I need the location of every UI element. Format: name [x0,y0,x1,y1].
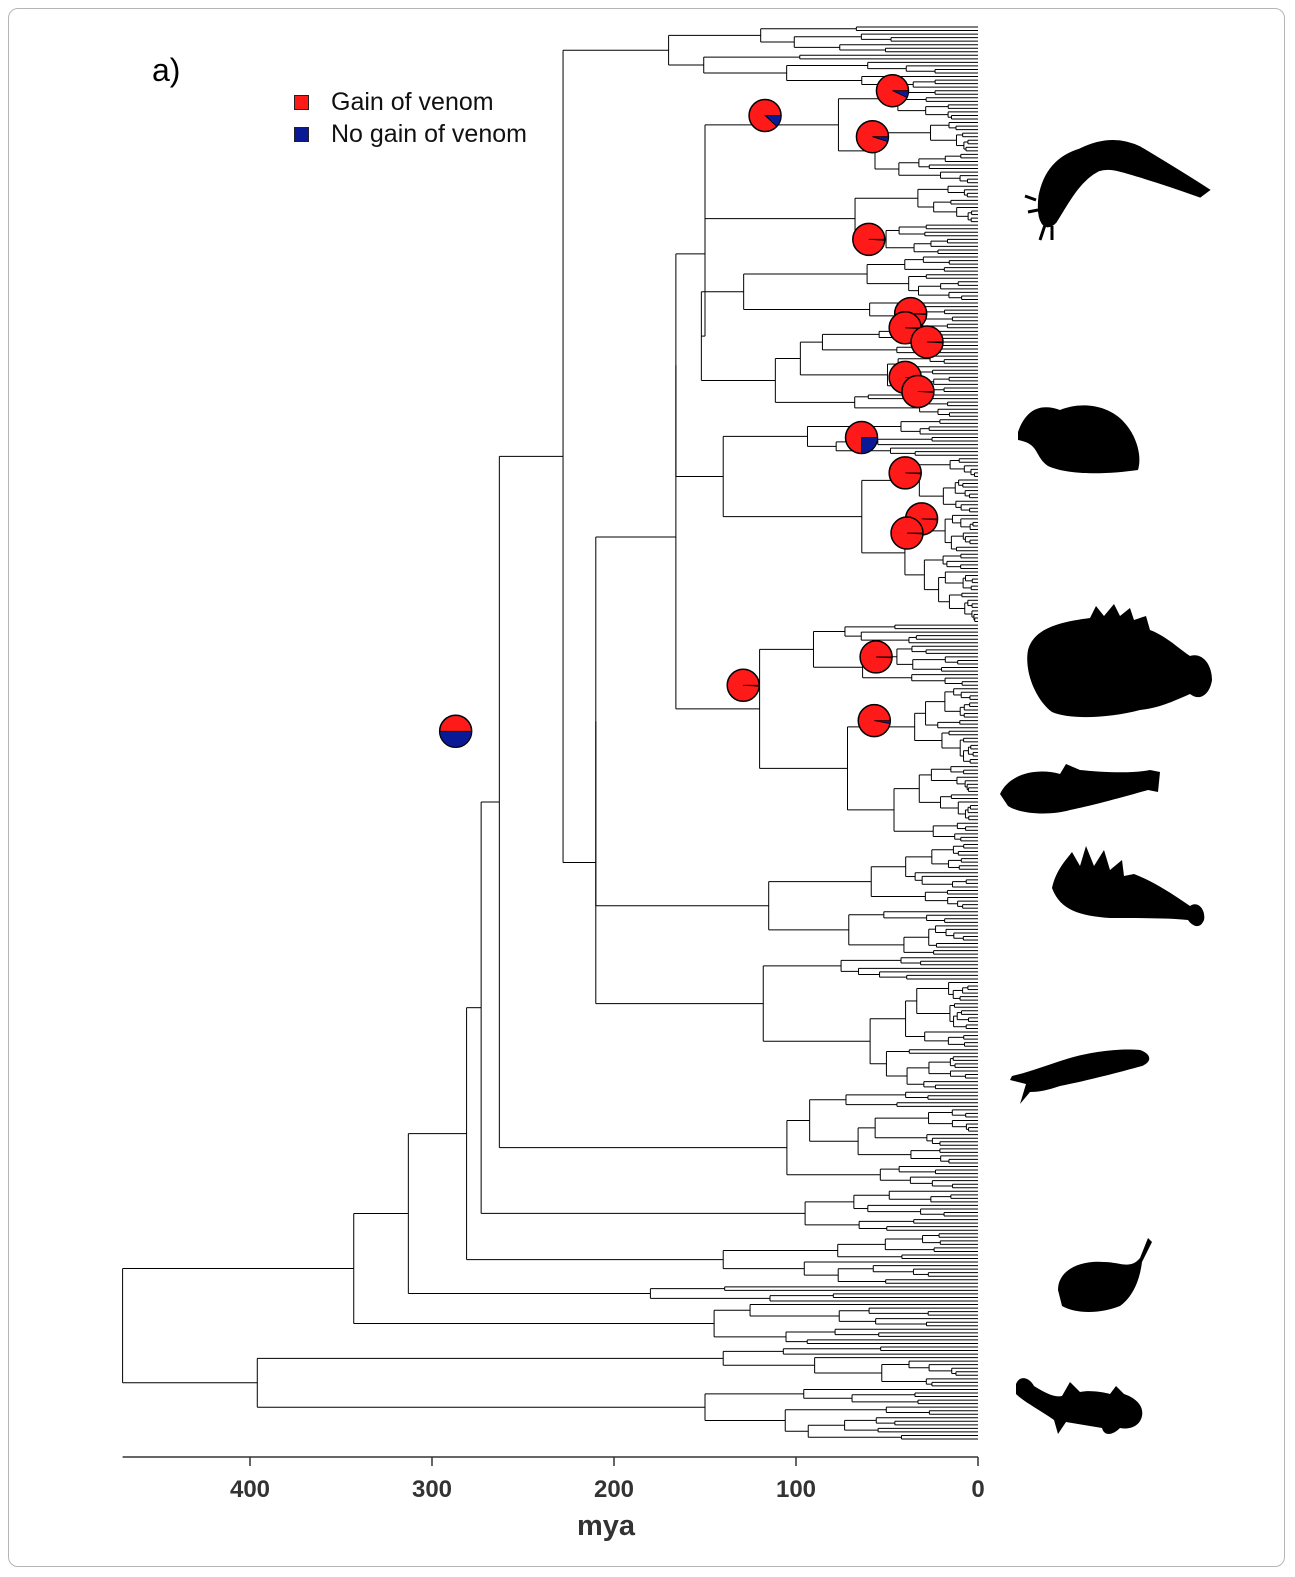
venom-pie [748,98,782,133]
x-axis-label: mya [577,1510,636,1542]
legend-item-gain: Gain of venom [294,86,527,118]
venom-pie [859,640,893,674]
legend-swatch-no-gain [294,126,309,142]
chimaera-silhouette [1010,1049,1150,1104]
time-axis: 400 300 200 100 0 [122,1456,985,1503]
horn-shark-silhouette [1016,1378,1143,1434]
x-tick-label: 100 [776,1476,816,1503]
venom-pie-no-gain [906,532,924,535]
venom-pie-no-gain [892,90,909,99]
venom-pie [888,456,922,490]
venom-pie-no-gain [868,238,886,241]
venom-pie [726,668,760,702]
legend-swatch-gain [294,94,309,110]
catfish-silhouette [1024,139,1211,241]
ancestral-state-pies [438,73,944,748]
figure-frame [8,8,1285,1567]
venom-pie-no-gain [876,656,893,659]
scorpionfish-silhouette [1027,604,1212,718]
legend-item-no-gain: No gain of venom [294,118,527,150]
venom-pie-no-gain [910,313,928,316]
venom-pie-no-gain [917,391,935,393]
stargazer-silhouette [1000,764,1160,814]
legend-label-no-gain: No gain of venom [331,119,527,148]
venom-pie-no-gain [872,136,889,143]
x-tick-label: 200 [594,1476,634,1503]
venom-pie-no-gain [927,341,944,344]
venom-pie-no-gain [743,684,760,687]
venom-pie-no-gain [764,115,782,127]
rabbitfish-silhouette [1018,405,1140,474]
venom-pie-no-gain [439,730,473,748]
x-tick-label: 300 [412,1476,452,1503]
stingray-silhouette [1058,1238,1152,1312]
venom-pie [875,73,910,108]
venom-pie [852,222,886,257]
venom-pie [910,325,944,359]
legend: Gain of venom No gain of venom [294,86,527,150]
lionfish-silhouette [1052,846,1205,927]
venom-pie-no-gain [861,437,878,454]
venom-pie [844,420,879,455]
venom-pie [855,119,890,154]
phylogenetic-tree [122,26,978,1440]
venom-pie [857,703,892,738]
legend-label-gain: Gain of venom [331,87,494,116]
venom-pie [901,374,935,409]
x-tick-label: 0 [971,1476,984,1503]
venom-pie [890,516,924,550]
venom-pie-no-gain [905,472,922,475]
venom-pie-no-gain [921,518,938,521]
silhouettes [1000,139,1212,1434]
panel-label: a) [152,52,181,88]
x-tick-label: 400 [230,1476,270,1503]
venom-pie [438,714,473,748]
venom-pie-no-gain [874,720,891,725]
